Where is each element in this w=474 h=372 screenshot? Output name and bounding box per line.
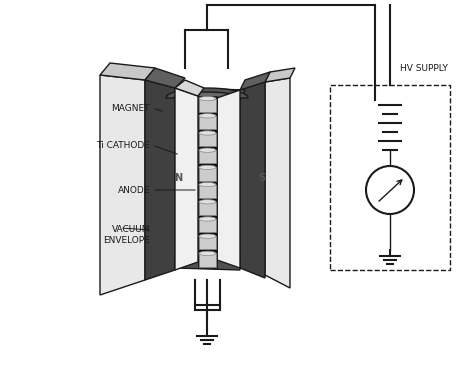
Ellipse shape — [199, 165, 216, 170]
Ellipse shape — [199, 131, 216, 135]
Polygon shape — [199, 185, 216, 198]
Polygon shape — [199, 150, 216, 163]
Text: ANODE: ANODE — [118, 186, 150, 195]
Polygon shape — [198, 96, 217, 268]
Text: VACUUM
ENVELOPE: VACUUM ENVELOPE — [103, 225, 150, 245]
Polygon shape — [265, 68, 295, 82]
Polygon shape — [175, 88, 245, 100]
Polygon shape — [166, 88, 248, 98]
Text: Ti CATHODE: Ti CATHODE — [96, 141, 150, 150]
Polygon shape — [175, 88, 240, 100]
Ellipse shape — [199, 148, 216, 152]
Polygon shape — [240, 72, 270, 90]
Ellipse shape — [199, 217, 216, 221]
Polygon shape — [199, 236, 216, 249]
Bar — [330, 85, 450, 270]
Polygon shape — [199, 116, 216, 129]
Polygon shape — [199, 253, 216, 267]
Polygon shape — [265, 78, 290, 288]
Ellipse shape — [199, 96, 216, 101]
Polygon shape — [199, 219, 216, 232]
Polygon shape — [217, 90, 240, 268]
Polygon shape — [240, 82, 265, 278]
Polygon shape — [199, 133, 216, 146]
Ellipse shape — [199, 113, 216, 118]
Text: MAGNET: MAGNET — [111, 103, 150, 112]
Polygon shape — [145, 68, 185, 88]
Polygon shape — [145, 80, 175, 280]
Polygon shape — [175, 258, 240, 270]
Polygon shape — [199, 202, 216, 215]
Text: N: N — [174, 173, 182, 183]
Polygon shape — [199, 99, 216, 112]
Ellipse shape — [199, 234, 216, 238]
Polygon shape — [100, 75, 145, 295]
Polygon shape — [199, 167, 216, 181]
Ellipse shape — [199, 182, 216, 187]
Text: HV SUPPLY: HV SUPPLY — [400, 64, 448, 73]
Ellipse shape — [199, 200, 216, 204]
Polygon shape — [100, 63, 155, 80]
Polygon shape — [175, 80, 204, 96]
Text: S: S — [258, 173, 265, 183]
Polygon shape — [175, 88, 198, 270]
Ellipse shape — [199, 251, 216, 256]
